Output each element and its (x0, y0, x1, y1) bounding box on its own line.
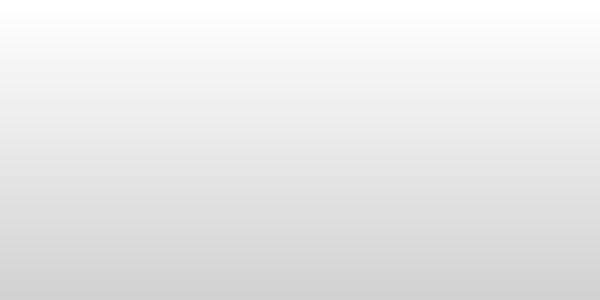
Bar (390, 112, 411, 261)
Bar (352, 116, 373, 261)
Bar (237, 129, 258, 261)
Title: Pulmonary Function Testing Market: Pulmonary Function Testing Market (190, 22, 458, 37)
Bar (428, 106, 449, 261)
Text: 4.59: 4.59 (237, 116, 258, 127)
Bar (122, 153, 143, 261)
Bar (543, 82, 564, 261)
Text: 6.2: 6.2 (546, 70, 561, 80)
Text: 4.42: 4.42 (199, 122, 220, 131)
Bar (505, 94, 526, 261)
Bar (466, 100, 488, 261)
Y-axis label: Market Value in USD Billion: Market Value in USD Billion (46, 77, 56, 229)
Bar (84, 157, 105, 261)
Bar (199, 134, 220, 261)
Bar (275, 125, 296, 261)
Bar (313, 121, 335, 261)
Bar (160, 139, 182, 261)
